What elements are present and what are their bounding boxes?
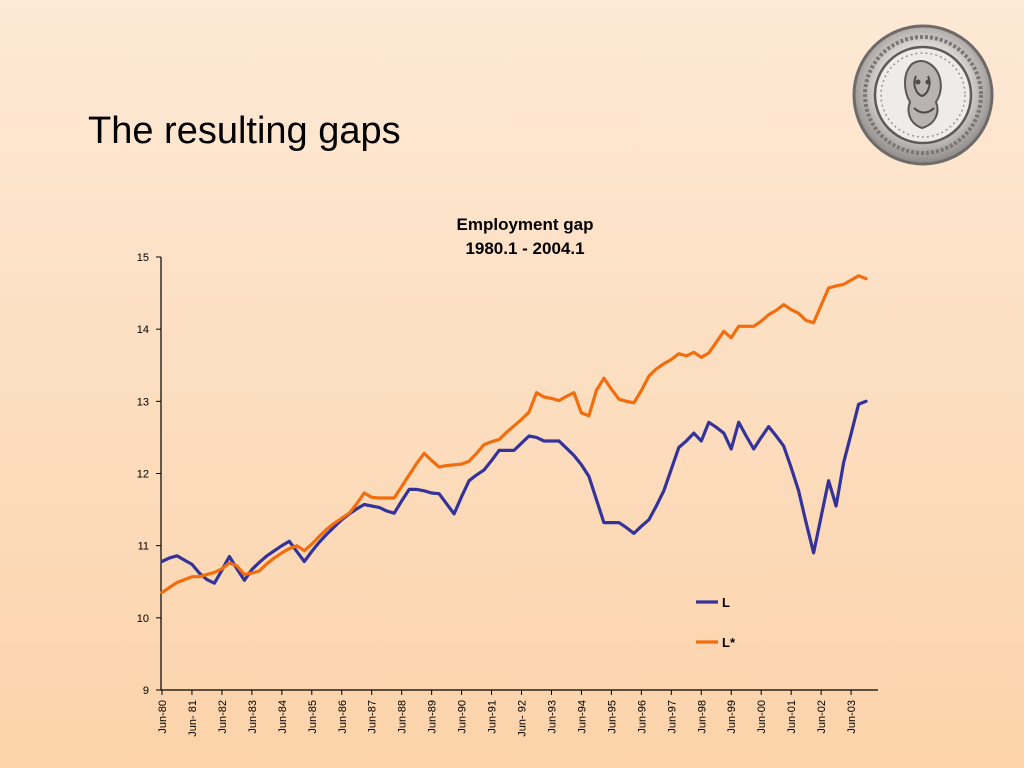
- x-tick-label: Jun-98: [696, 700, 708, 734]
- x-tick-label: Jun-82: [217, 700, 229, 734]
- x-tick-label: Jun-97: [666, 700, 678, 734]
- x-tick-label: Jun-90: [457, 700, 469, 734]
- x-tick-label: Jun-84: [277, 700, 289, 734]
- series-line-l-star: [160, 274, 868, 595]
- x-tick-label: Jun-88: [397, 700, 409, 734]
- x-tick-label: Jun-89: [427, 700, 439, 734]
- x-tick-label: Jun-86: [337, 700, 349, 734]
- x-tick-label: Jun-83: [247, 700, 259, 734]
- x-tick-label: Jun-95: [606, 700, 618, 734]
- x-tick-label: Jun-01: [786, 700, 798, 734]
- x-tick-label: Jun-96: [636, 700, 648, 734]
- x-tick-label: Jun-85: [307, 700, 319, 734]
- legend-label-l: L: [722, 595, 730, 610]
- x-tick-label: Jun- 81: [187, 700, 199, 737]
- x-tick-label: Jun-99: [726, 700, 738, 734]
- x-tick-label: Jun-91: [487, 700, 499, 734]
- series-line-l: [160, 399, 868, 585]
- y-tick-label: 10: [137, 613, 149, 625]
- y-tick-label: 13: [137, 396, 149, 408]
- y-tick-label: 14: [137, 324, 149, 336]
- x-tick-label: Jun-80: [157, 700, 169, 734]
- x-tick-label: Jun-03: [846, 700, 858, 734]
- slide-title: The resulting gaps: [88, 110, 401, 152]
- x-tick-label: Jun-02: [816, 700, 828, 734]
- y-tick-label: 9: [143, 685, 149, 697]
- x-tick-label: Jun-87: [367, 700, 379, 734]
- x-tick-label: Jun-00: [756, 700, 768, 734]
- chart-subtitle: 1980.1 - 2004.1: [465, 239, 585, 258]
- y-tick-label: 15: [137, 252, 149, 264]
- y-tick-label: 11: [138, 541, 149, 553]
- y-tick-label: 12: [137, 469, 149, 481]
- x-tick-label: Jun-94: [576, 700, 588, 734]
- legend-label-l-star: L*: [722, 635, 736, 650]
- x-tick-label: Jun-93: [546, 700, 558, 734]
- chart-title: Employment gap: [456, 215, 594, 234]
- x-tick-label: Jun- 92: [517, 700, 529, 737]
- central-bank-seal-icon: [852, 24, 994, 166]
